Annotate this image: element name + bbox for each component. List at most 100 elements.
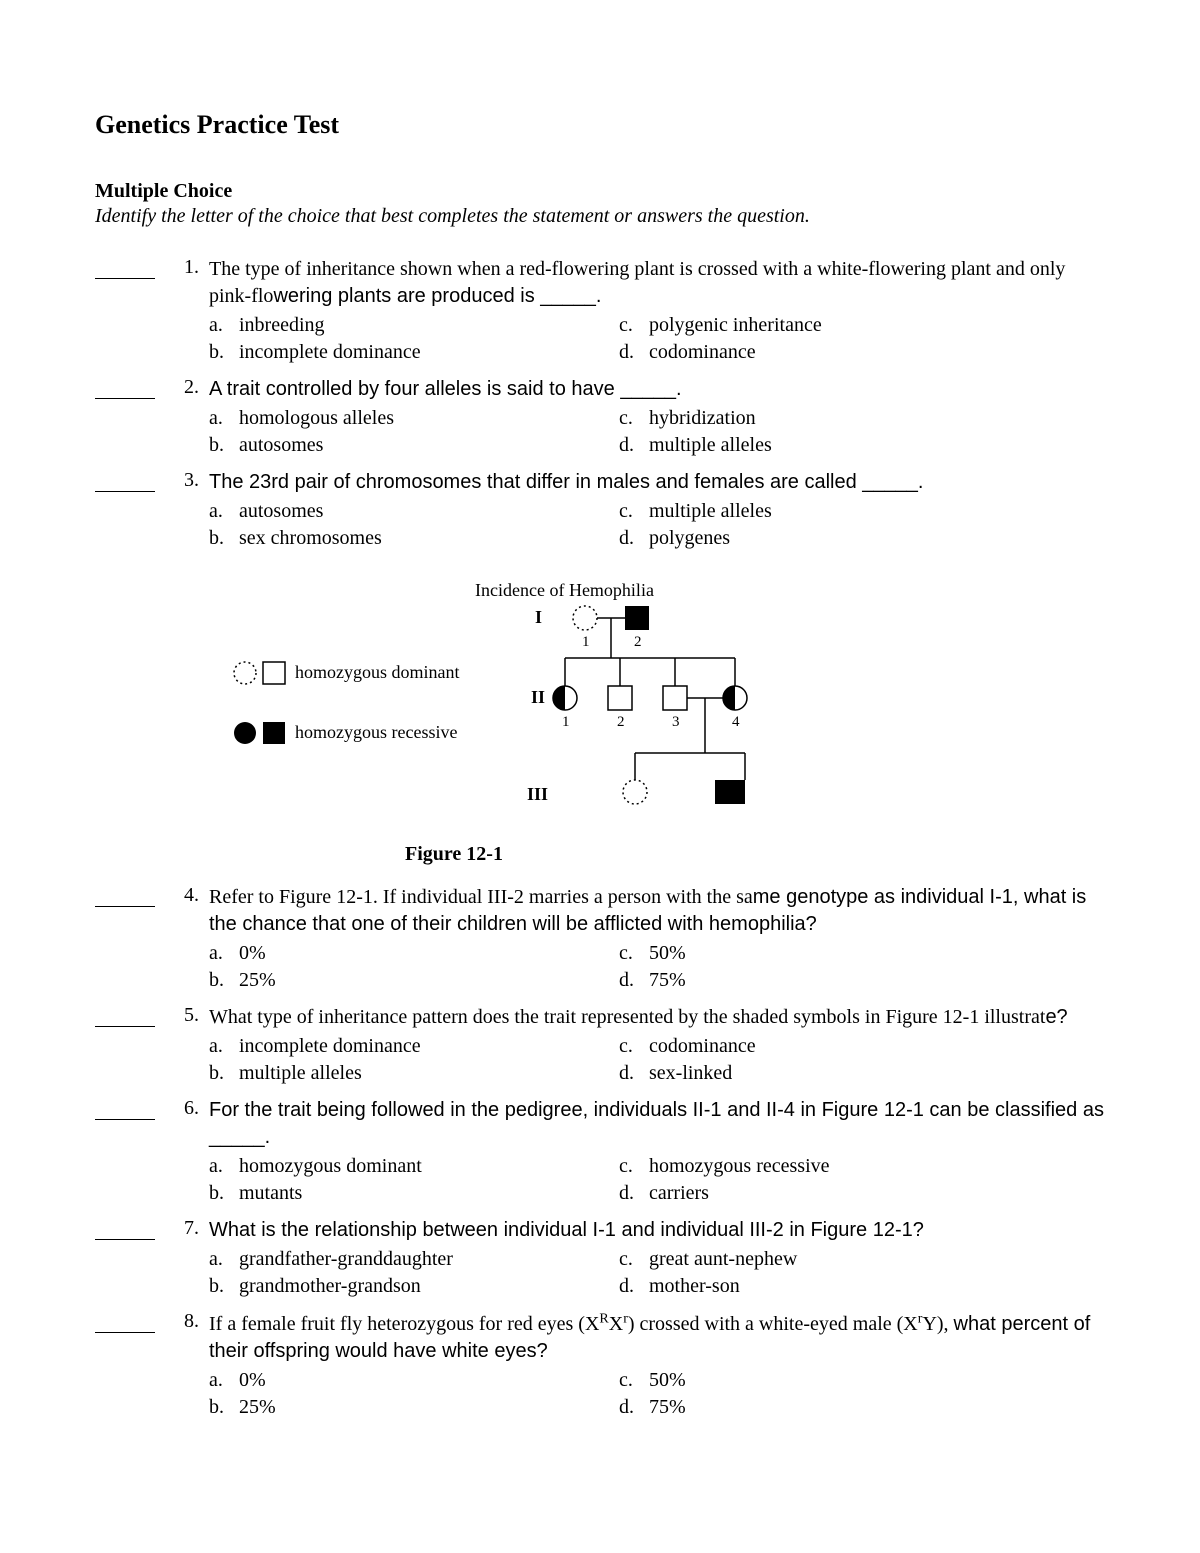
choice-b[interactable]: b.25% [209, 1394, 609, 1421]
choice-a[interactable]: a.homozygous dominant [209, 1153, 609, 1180]
question-stem: The 23rd pair of chromosomes that differ… [209, 469, 1110, 496]
choice-d[interactable]: d.codominance [619, 339, 1019, 366]
gen-I-label: I [535, 607, 542, 627]
choice-c[interactable]: c.50% [619, 940, 1019, 967]
choice-letter: d. [619, 967, 649, 994]
choice-text: inbreeding [239, 312, 325, 339]
choice-d[interactable]: d.polygenes [619, 525, 1019, 552]
choices: a.grandfather-granddaughter c.great aunt-… [209, 1246, 1110, 1300]
answer-blank[interactable] [95, 1100, 155, 1120]
choice-text: polygenic inheritance [649, 312, 822, 339]
legend-square-homdom [263, 662, 285, 684]
question-number: 3. [169, 469, 209, 492]
choice-a[interactable]: a.grandfather-granddaughter [209, 1246, 609, 1273]
choice-b[interactable]: b.autosomes [209, 432, 609, 459]
choice-b[interactable]: b.mutants [209, 1180, 609, 1207]
question-1: 1.The type of inheritance shown when a r… [95, 256, 1110, 374]
svg-text:3: 3 [672, 714, 680, 730]
choice-a[interactable]: a.homologous alleles [209, 405, 609, 432]
choice-a[interactable]: a.inbreeding [209, 312, 609, 339]
choice-d[interactable]: d.multiple alleles [619, 432, 1019, 459]
choices: a.inbreeding c.polygenic inheritance b.inc… [209, 312, 1110, 366]
answer-blank[interactable] [95, 259, 155, 279]
choice-letter: d. [619, 1273, 649, 1300]
choice-c[interactable]: c.multiple alleles [619, 498, 1019, 525]
choice-b[interactable]: b.grandmother-grandson [209, 1273, 609, 1300]
choices: a.homozygous dominant c.homozygous recess… [209, 1153, 1110, 1207]
choice-letter: c. [619, 1153, 649, 1180]
answer-blank[interactable] [95, 472, 155, 492]
choice-b[interactable]: b.25% [209, 967, 609, 994]
choice-letter: b. [209, 432, 239, 459]
question-6: 6.For the trait being followed in the pe… [95, 1097, 1110, 1215]
choice-a[interactable]: a.incomplete dominance [209, 1033, 609, 1060]
choice-letter: d. [619, 339, 649, 366]
question-3: 3.The 23rd pair of chromosomes that diff… [95, 469, 1110, 560]
choice-text: carriers [649, 1180, 709, 1207]
question-stem: Refer to Figure 12-1. If individual III-… [209, 884, 1110, 938]
choice-d[interactable]: d.75% [619, 967, 1019, 994]
choice-letter: b. [209, 1060, 239, 1087]
choice-letter: d. [619, 432, 649, 459]
choice-d[interactable]: d.75% [619, 1394, 1019, 1421]
question-8: 8.If a female fruit fly heterozygous for… [95, 1310, 1110, 1429]
choice-letter: a. [209, 1246, 239, 1273]
choice-text: codominance [649, 339, 756, 366]
choice-b[interactable]: b.incomplete dominance [209, 339, 609, 366]
choice-c[interactable]: c.hybridization [619, 405, 1019, 432]
choice-letter: c. [619, 1033, 649, 1060]
choice-c[interactable]: c.great aunt-nephew [619, 1246, 1019, 1273]
choice-d[interactable]: d.sex-linked [619, 1060, 1019, 1087]
choice-c[interactable]: c.homozygous recessive [619, 1153, 1019, 1180]
choice-letter: a. [209, 312, 239, 339]
choice-letter: c. [619, 312, 649, 339]
choice-c[interactable]: c.50% [619, 1367, 1019, 1394]
figure-title: Incidence of Hemophilia [475, 580, 654, 600]
choice-text: sex-linked [649, 1060, 732, 1087]
choice-a[interactable]: a.0% [209, 940, 609, 967]
ind-I-2-num: 2 [634, 634, 642, 650]
choice-a[interactable]: a.autosomes [209, 498, 609, 525]
answer-blank[interactable] [95, 887, 155, 907]
choice-letter: c. [619, 940, 649, 967]
answer-blank[interactable] [95, 379, 155, 399]
choice-text: 75% [649, 967, 686, 994]
choice-letter: d. [619, 1180, 649, 1207]
question-number: 7. [169, 1217, 209, 1240]
choices: a.incomplete dominance c.codominance b.mul… [209, 1033, 1110, 1087]
question-7: 7.What is the relationship between indiv… [95, 1217, 1110, 1308]
section-heading: Multiple Choice [95, 180, 1110, 203]
question-stem: What is the relationship between individ… [209, 1217, 1110, 1244]
answer-blank[interactable] [95, 1007, 155, 1027]
choice-d[interactable]: d.mother-son [619, 1273, 1019, 1300]
choice-text: incomplete dominance [239, 339, 421, 366]
choice-letter: d. [619, 1060, 649, 1087]
choice-letter: a. [209, 1033, 239, 1060]
answer-blank[interactable] [95, 1220, 155, 1240]
choice-letter: b. [209, 1273, 239, 1300]
choice-c[interactable]: c.codominance [619, 1033, 1019, 1060]
choice-text: grandfather-granddaughter [239, 1246, 453, 1273]
question-body: The 23rd pair of chromosomes that differ… [209, 469, 1110, 560]
figure-12-1: Incidence of Hemophilia homozygous domin… [215, 578, 1110, 866]
gen-II-label: II [531, 687, 545, 707]
choice-b[interactable]: b.sex chromosomes [209, 525, 609, 552]
choice-text: multiple alleles [649, 432, 772, 459]
choice-letter: c. [619, 1367, 649, 1394]
legend-homdom-label: homozygous dominant [295, 662, 460, 682]
choice-d[interactable]: d.carriers [619, 1180, 1019, 1207]
choice-c[interactable]: c.polygenic inheritance [619, 312, 1019, 339]
choice-letter: b. [209, 1394, 239, 1421]
pedigree-svg: Incidence of Hemophilia homozygous domin… [215, 578, 835, 838]
choice-text: grandmother-grandson [239, 1273, 421, 1300]
choices: a.0% c.50% b.25% d.75% [209, 1367, 1110, 1421]
choice-text: 0% [239, 940, 266, 967]
choice-a[interactable]: a.0% [209, 1367, 609, 1394]
answer-blank[interactable] [95, 1313, 155, 1333]
choice-text: 25% [239, 967, 276, 994]
choice-letter: a. [209, 498, 239, 525]
choice-letter: c. [619, 498, 649, 525]
choice-b[interactable]: b.multiple alleles [209, 1060, 609, 1087]
choice-letter: a. [209, 940, 239, 967]
choice-text: 0% [239, 1367, 266, 1394]
